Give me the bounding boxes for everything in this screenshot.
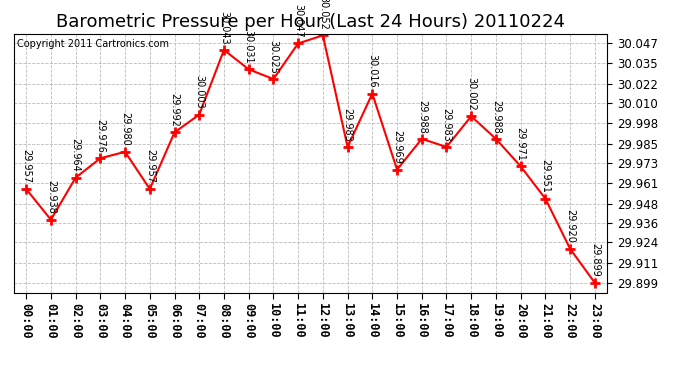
Text: 29.969: 29.969: [392, 130, 402, 164]
Text: 29.971: 29.971: [515, 127, 526, 161]
Text: 29.957: 29.957: [21, 150, 31, 183]
Text: 29.983: 29.983: [343, 108, 353, 141]
Text: 30.025: 30.025: [268, 40, 278, 74]
Text: 29.938: 29.938: [46, 180, 56, 214]
Text: Copyright 2011 Cartronics.com: Copyright 2011 Cartronics.com: [17, 39, 169, 49]
Title: Barometric Pressure per Hour (Last 24 Hours) 20110224: Barometric Pressure per Hour (Last 24 Ho…: [56, 13, 565, 31]
Text: 29.980: 29.980: [120, 112, 130, 146]
Text: 30.052: 30.052: [318, 0, 328, 30]
Text: 29.951: 29.951: [540, 159, 551, 193]
Text: 29.992: 29.992: [170, 93, 179, 127]
Text: 30.043: 30.043: [219, 11, 229, 44]
Text: 30.016: 30.016: [367, 54, 377, 88]
Text: 29.957: 29.957: [145, 150, 155, 183]
Text: 30.002: 30.002: [466, 77, 476, 111]
Text: 29.976: 29.976: [95, 119, 106, 153]
Text: 30.003: 30.003: [195, 75, 204, 109]
Text: 29.964: 29.964: [70, 138, 81, 172]
Text: 29.983: 29.983: [442, 108, 451, 141]
Text: 29.920: 29.920: [565, 209, 575, 243]
Text: 29.988: 29.988: [491, 99, 501, 133]
Text: 29.988: 29.988: [417, 99, 426, 133]
Text: 29.899: 29.899: [590, 243, 600, 277]
Text: 30.031: 30.031: [244, 30, 254, 64]
Text: 30.047: 30.047: [293, 4, 303, 38]
